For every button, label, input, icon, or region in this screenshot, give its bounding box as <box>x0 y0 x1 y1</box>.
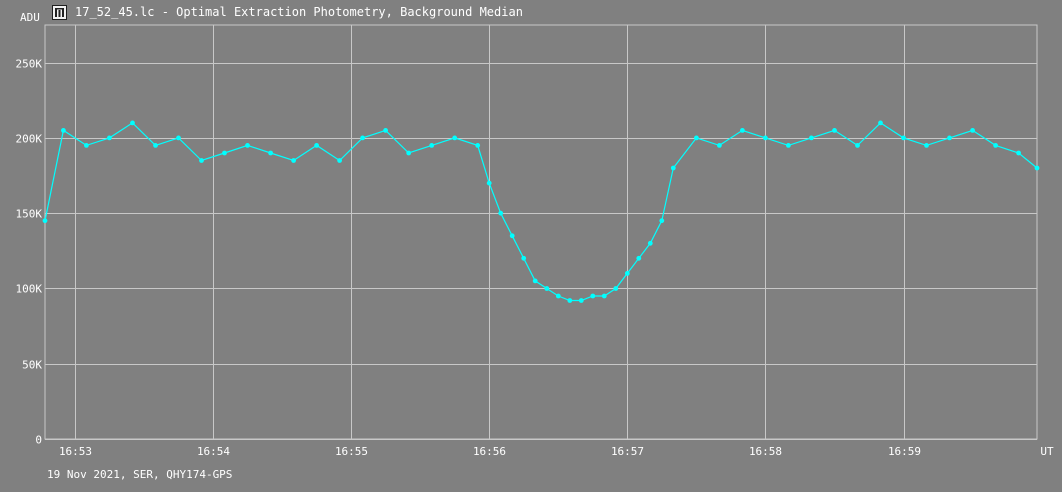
x-tick-label: 16:57 <box>611 445 644 458</box>
data-point <box>832 127 837 133</box>
data-point <box>636 255 642 261</box>
y-tick-label: 0 <box>35 434 42 447</box>
data-point <box>84 143 89 148</box>
data-point <box>498 210 504 216</box>
series-line <box>44 122 1038 302</box>
data-point <box>153 143 158 148</box>
data-point <box>452 135 458 141</box>
x-tick-label: 16:54 <box>197 445 230 458</box>
data-point <box>624 271 630 276</box>
data-point <box>855 143 860 148</box>
data-point <box>1034 165 1040 171</box>
data-point <box>878 120 883 126</box>
data-point <box>809 135 814 141</box>
data-point <box>670 165 676 171</box>
data-point <box>245 143 250 148</box>
data-point <box>901 135 906 141</box>
x-axis-label: UT <box>1040 445 1054 458</box>
x-tick-label: 16:56 <box>473 445 506 458</box>
data-point <box>486 180 492 186</box>
y-tick-label: 50K <box>22 359 42 372</box>
data-point <box>694 135 699 141</box>
data-point <box>555 293 561 299</box>
y-tick-label: 100K <box>16 283 43 296</box>
data-point <box>509 233 515 239</box>
y-tick-label: 150K <box>16 208 43 221</box>
observation-info: 19 Nov 2021, SER, QHY174-GPS <box>47 468 233 481</box>
plot-area-frame <box>44 24 1038 440</box>
data-point <box>383 127 388 133</box>
x-tick-label: 16:59 <box>888 445 921 458</box>
data-point <box>786 143 791 148</box>
data-point <box>567 298 573 303</box>
data-point <box>406 150 412 156</box>
data-point <box>1016 150 1021 156</box>
data-point <box>222 150 227 156</box>
data-point <box>521 255 527 261</box>
data-point <box>740 127 745 133</box>
y-tick-label: 200K <box>16 133 43 146</box>
data-point <box>107 135 112 141</box>
data-point <box>42 218 48 224</box>
data-point <box>314 143 319 148</box>
data-point <box>924 143 929 148</box>
data-point <box>717 143 722 148</box>
data-point <box>475 143 481 148</box>
data-point <box>176 135 181 141</box>
x-tick-label: 16:58 <box>749 445 782 458</box>
data-point <box>993 143 998 148</box>
data-point <box>268 150 273 156</box>
data-point <box>947 135 952 141</box>
data-point <box>763 135 768 141</box>
data-point <box>337 158 342 163</box>
y-axis-label: ADU <box>20 11 40 24</box>
data-point <box>544 286 550 291</box>
data-point <box>291 158 296 163</box>
x-tick-label: 16:55 <box>335 445 368 458</box>
data-point <box>613 286 619 291</box>
data-point <box>647 240 653 246</box>
lightcurve-app-icon[interactable] <box>52 4 67 20</box>
data-point <box>578 298 584 303</box>
data-point <box>659 218 665 224</box>
data-point <box>130 120 135 126</box>
data-point <box>199 158 204 163</box>
data-point <box>601 293 607 299</box>
data-point <box>590 293 596 299</box>
data-point <box>61 127 66 133</box>
x-tick-label: 16:53 <box>59 445 92 458</box>
window-title: 17_52_45.lc - Optimal Extraction Photome… <box>75 5 523 19</box>
title-bar: 17_52_45.lc - Optimal Extraction Photome… <box>52 3 523 21</box>
y-tick-label: 250K <box>16 58 43 71</box>
data-point <box>360 135 365 141</box>
data-point <box>429 143 435 148</box>
data-point <box>970 127 975 133</box>
data-point <box>532 278 538 284</box>
